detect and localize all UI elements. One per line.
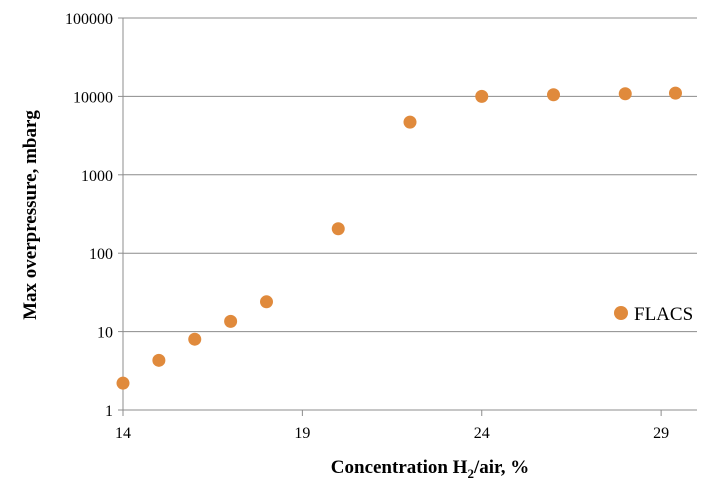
y-tick-label: 1000 [81, 168, 113, 185]
data-point [224, 314, 238, 328]
y-tick-label: 100 [89, 246, 113, 263]
data-point [618, 87, 632, 101]
legend-label: FLACS [634, 304, 693, 325]
data-point [668, 86, 682, 100]
data-point [152, 353, 166, 367]
x-axis-title-prefix: Concentration H [331, 457, 468, 478]
axes [118, 17, 697, 416]
x-tick-label: 29 [653, 425, 669, 442]
data-point [260, 295, 273, 309]
y-tick-label: 10000 [73, 89, 113, 106]
legend-marker [614, 306, 628, 320]
y-tick-labels: 1 10 100 1000 10000 100000 [65, 11, 113, 420]
y-tick-label: 10 [97, 325, 113, 342]
x-axis-title: Concentration H2/air, % [331, 457, 529, 481]
data-point [116, 376, 130, 390]
data-point [547, 88, 560, 102]
x-tick-label: 19 [294, 425, 310, 442]
x-axis-title-suffix: /air, % [473, 457, 529, 478]
data-point [475, 89, 489, 103]
y-axis-title: Max overpressure, mbarg [20, 110, 41, 320]
data-point [188, 332, 202, 346]
data-points [116, 86, 682, 390]
legend: FLACS [614, 304, 693, 325]
x-tick-label: 24 [474, 425, 490, 442]
x-axis-title-subscript: 2 [467, 466, 474, 481]
y-tick-label: 100000 [65, 11, 113, 28]
x-tick-label: 14 [115, 425, 131, 442]
y-tick-label: 1 [105, 403, 113, 420]
x-tick-labels: 14 19 24 29 [115, 425, 669, 442]
data-point [403, 115, 417, 129]
grid-lines [123, 17, 697, 333]
data-point [331, 222, 345, 236]
